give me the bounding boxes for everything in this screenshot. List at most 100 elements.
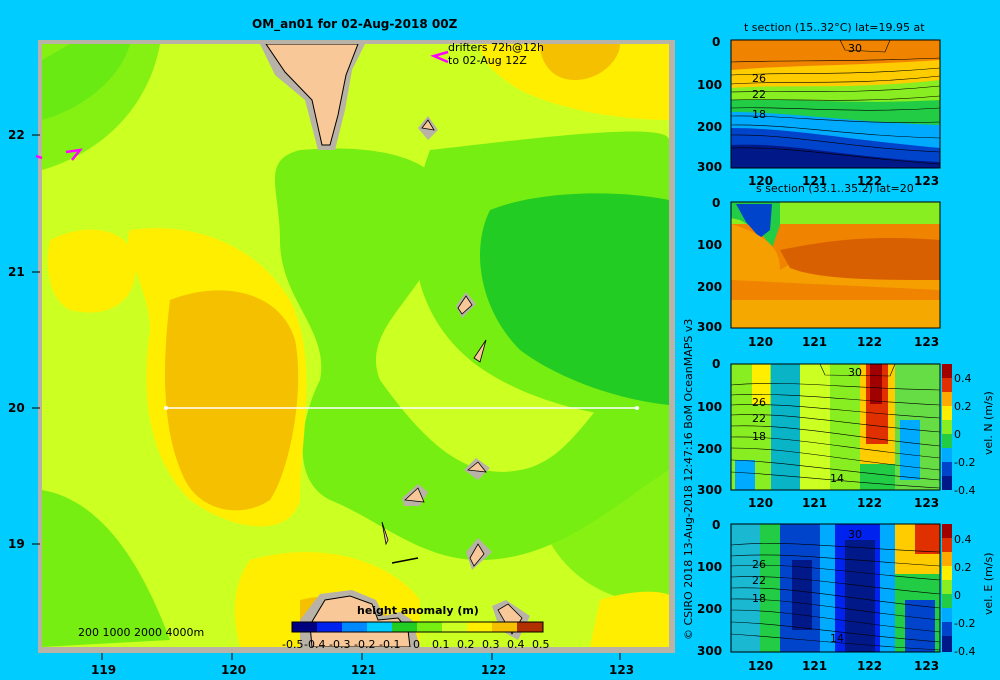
- vn-lon-tick: 122: [857, 496, 883, 510]
- ve-contour-label: 26: [752, 558, 766, 571]
- vel-e-label: vel. E (m/s): [982, 552, 995, 615]
- land-taiwan: [265, 44, 359, 146]
- s-depth-tick: 200: [697, 280, 723, 294]
- t-contour-label: 18: [752, 108, 766, 121]
- vel-e-colorbar: [942, 524, 952, 652]
- s-section-title: s section (33.1..35.2) lat=20: [756, 182, 914, 195]
- t-lon-tick: 123: [914, 174, 940, 188]
- t-section-title: t section (15..32°C) lat=19.95 at: [744, 21, 925, 34]
- lon-tick-123: 123: [609, 663, 635, 677]
- t-depth-tick: 100: [697, 78, 723, 92]
- vn-colorbar-tick: 0.2: [954, 400, 972, 413]
- colorbar-tick: -0.5: [282, 638, 304, 651]
- s-lon-tick: 121: [802, 335, 828, 349]
- t-depth-tick: 0: [712, 35, 721, 49]
- island-6: [381, 521, 389, 546]
- island-8: [391, 557, 419, 564]
- section-end-marker: [635, 406, 639, 410]
- vn-lon-tick: 123: [914, 496, 940, 510]
- lat-tick-21: 21: [8, 265, 25, 279]
- ve-colorbar-tick: -0.4: [954, 645, 976, 658]
- colorbar-tick: -0.3: [329, 638, 351, 651]
- drifters-label-1: drifters 72h@12h: [448, 41, 545, 54]
- ve-colorbar-tick: 0.4: [954, 533, 972, 546]
- colorbar-tick: 0.1: [432, 638, 450, 651]
- vn-depth-tick: 100: [697, 400, 723, 414]
- t-depth-tick: 200: [697, 120, 723, 134]
- anomaly-lightgreen-region: [275, 148, 669, 560]
- colorbar-tick: -0.1: [379, 638, 401, 651]
- lat-tick-20: 20: [8, 401, 25, 415]
- vn-contour-label: 30: [848, 366, 862, 379]
- lon-tick-120: 120: [221, 663, 247, 677]
- vn-contour-label: 14: [830, 472, 844, 485]
- island-3: [473, 339, 487, 363]
- vel-n-panel: [730, 363, 941, 490]
- island-4-land: [466, 461, 487, 473]
- colorbar-title: height anomaly (m): [357, 604, 479, 617]
- vn-contour-label: 18: [752, 430, 766, 443]
- ve-contour-label: 30: [848, 528, 862, 541]
- colorbar-tick: -0.2: [354, 638, 376, 651]
- island-5-land: [404, 487, 425, 503]
- drifter-arrow-east: [430, 50, 449, 64]
- anomaly-lightgreen-northwest: [42, 44, 160, 170]
- ve-depth-tick: 300: [697, 644, 723, 658]
- s-lon-tick: 122: [857, 335, 883, 349]
- t-contour-label: 26: [752, 72, 766, 85]
- s-depth-tick: 300: [697, 320, 723, 334]
- anomaly-green-core: [480, 193, 669, 405]
- drifter-arrow-west: [65, 148, 83, 161]
- map-axis-ticks: [32, 134, 621, 660]
- depth-legend: 200 1000 2000 4000m: [78, 626, 205, 639]
- lat-tick-19: 19: [8, 537, 25, 551]
- t-depth-tick: 300: [697, 160, 723, 174]
- colorbar-tick: -0.4: [304, 638, 326, 651]
- colorbar-tick: 0.5: [532, 638, 550, 651]
- anomaly-yellow-southeast: [590, 591, 669, 647]
- colorbar-tick: 0: [413, 638, 420, 651]
- ve-contour-label: 22: [752, 574, 766, 587]
- island-7-land: [469, 543, 485, 567]
- ve-contour-label: 14: [830, 632, 844, 645]
- lon-tick-122: 122: [481, 663, 507, 677]
- s-section-panel: [731, 202, 940, 328]
- anomaly-yellow-northeast: [480, 44, 669, 120]
- t-lon-tick: 121: [802, 174, 828, 188]
- vn-contour-label: 26: [752, 396, 766, 409]
- vn-depth-tick: 200: [697, 442, 723, 456]
- vn-depth-tick: 300: [697, 483, 723, 497]
- anomaly-orange-northeast: [540, 44, 620, 80]
- s-depth-tick: 0: [712, 196, 721, 210]
- vn-colorbar-tick: -0.2: [954, 456, 976, 469]
- ve-depth-tick: 100: [697, 560, 723, 574]
- anomaly-yellow-northwest: [47, 229, 136, 313]
- t-contour-label: 22: [752, 88, 766, 101]
- ve-depth-tick: 200: [697, 602, 723, 616]
- ve-colorbar-tick: -0.2: [954, 617, 976, 630]
- vn-lon-tick: 121: [802, 496, 828, 510]
- credit-label: © CSIRO 2018 13-Aug-2018 12:47:16 BoM Oc…: [682, 318, 695, 640]
- lon-tick-119: 119: [91, 663, 117, 677]
- vel-e-panel: [730, 524, 941, 652]
- t-lon-tick: 120: [748, 174, 774, 188]
- s-lon-tick: 123: [914, 335, 940, 349]
- vel-n-label: vel. N (m/s): [982, 391, 995, 455]
- lon-tick-121: 121: [351, 663, 377, 677]
- anomaly-orange-core: [165, 290, 299, 511]
- island-2-land: [457, 295, 473, 315]
- s-lon-tick: 120: [748, 335, 774, 349]
- t-section-panel: [730, 39, 941, 168]
- ve-colorbar-tick: 0.2: [954, 561, 972, 574]
- section-start-marker: [164, 406, 168, 410]
- colorbar-tick: 0.3: [482, 638, 500, 651]
- colorbar-tick: 0.4: [507, 638, 525, 651]
- vn-colorbar-tick: 0: [954, 428, 961, 441]
- anomaly-lightgreen-southeast: [540, 470, 669, 602]
- drifters-label-2: to 02-Aug 12Z: [448, 54, 527, 67]
- ve-lon-tick: 123: [914, 659, 940, 673]
- s-depth-tick: 100: [697, 238, 723, 252]
- ve-contour-label: 18: [752, 592, 766, 605]
- ve-lon-tick: 120: [748, 659, 774, 673]
